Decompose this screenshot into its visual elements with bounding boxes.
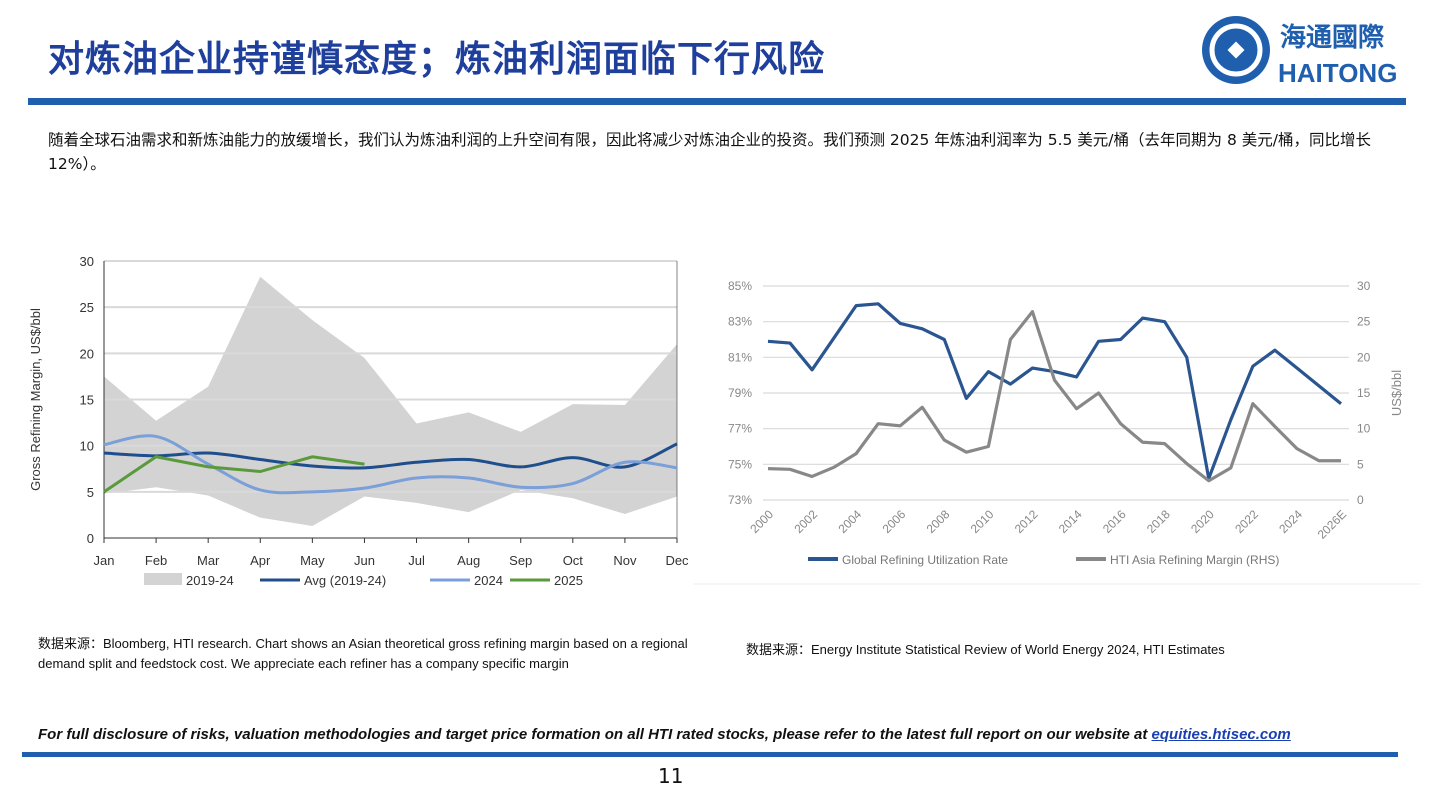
series-line-utilization (767, 302, 1343, 481)
y-tick-label: 25 (80, 300, 94, 315)
x-tick-label: Jul (408, 553, 425, 568)
x-tick-label: Aug (457, 553, 480, 568)
y-tick-label: 81% (728, 350, 752, 364)
y2-tick-label: 30 (1357, 279, 1371, 293)
x-tick-label: 2002 (791, 507, 820, 536)
y2-tick-label: 15 (1357, 386, 1371, 400)
header-divider (28, 98, 1406, 105)
series-line-2024 (103, 434, 678, 495)
intro-text: 随着全球石油需求和新炼油能力的放缓增长，我们认为炼油利润的上升空间有限，因此将减… (48, 131, 1371, 173)
x-tick-label: 2010 (968, 507, 997, 536)
x-tick-label: 2014 (1056, 507, 1085, 536)
y-tick-label: 77% (728, 422, 752, 436)
y-tick-label: 79% (728, 386, 752, 400)
logo-cn: 海通國際 (1280, 22, 1384, 52)
x-tick-label: Nov (613, 553, 637, 568)
y-tick-label: 75% (728, 457, 752, 471)
x-tick-label: Jan (94, 553, 115, 568)
y2-tick-label: 0 (1357, 493, 1364, 507)
footer-divider (22, 752, 1398, 757)
haitong-logo: 海通國際 HAITONG (1198, 12, 1418, 88)
logo-en: HAITONG (1278, 58, 1397, 88)
x-tick-label: May (300, 553, 325, 568)
band-2019-24 (104, 276, 677, 526)
series-line-avg-2019-24- (103, 442, 678, 470)
y2-tick-label: 5 (1357, 457, 1364, 471)
y-tick-label: 85% (728, 279, 752, 293)
legend-label: 2019-24 (186, 573, 234, 588)
x-tick-label: 2024 (1276, 507, 1305, 536)
x-tick-label: 2018 (1144, 507, 1173, 536)
legend-label: HTI Asia Refining Margin (RHS) (1110, 553, 1279, 567)
legend-label: 2024 (474, 573, 503, 588)
website-link[interactable]: equities.htisec.com (1151, 726, 1291, 743)
x-tick-label: Dec (665, 553, 689, 568)
y2-tick-label: 10 (1357, 422, 1371, 436)
y-tick-label: 15 (80, 393, 94, 408)
legend-swatch-band (144, 573, 182, 585)
y-tick-label: 10 (80, 439, 94, 454)
y2-axis-label: US$/bbl (1389, 370, 1404, 416)
x-tick-label: 2020 (1188, 507, 1217, 536)
series-line-asia-margin (767, 310, 1341, 483)
x-tick-label: Feb (145, 553, 167, 568)
legend-label: 2025 (554, 573, 583, 588)
utilization-chart: 73% 75% 77% 79% 81% 83% 85% 0 5 10 15 20 25 30 US$/bbl… (693, 279, 1420, 585)
x-tick-label: 2012 (1012, 507, 1041, 536)
x-tick-label: Mar (197, 553, 220, 568)
x-tick-label: Jun (354, 553, 375, 568)
x-tick-label: 2022 (1232, 507, 1261, 536)
y-tick-label: 83% (728, 315, 752, 329)
x-tick-label: 2004 (835, 507, 864, 536)
y-axis-label: Gross Refining Margin, US$/bbl (28, 308, 43, 491)
disclaimer-text: For full disclosure of risks, valuation … (38, 726, 1152, 743)
x-tick-label: Oct (563, 553, 584, 568)
x-tick-label: 2008 (924, 507, 953, 536)
x-tick-label: 2016 (1100, 507, 1129, 536)
source-left: 数据来源：Bloomberg, HTI research. Chart show… (38, 636, 688, 671)
disclaimer: For full disclosure of risks, valuation … (38, 726, 1291, 744)
y2-tick-label: 20 (1357, 350, 1371, 364)
y-tick-label: 5 (87, 485, 94, 500)
page-title: 对炼油企业持谨慎态度；炼油利润面临下行风险 (48, 39, 826, 80)
y-tick-label: 73% (728, 493, 752, 507)
source-right: 数据来源：Energy Institute Statistical Review… (746, 642, 1225, 657)
series-line-2025 (103, 455, 365, 494)
x-tick-label: 2006 (880, 507, 909, 536)
legend-label: Global Refining Utilization Rate (842, 553, 1008, 567)
y-tick-label: 30 (80, 254, 94, 269)
legend-label: Avg (2019-24) (304, 573, 386, 588)
x-tick-label: Sep (509, 553, 532, 568)
y-tick-label: 20 (80, 346, 94, 361)
x-tick-label: 2026E (1315, 507, 1349, 541)
y2-tick-label: 25 (1357, 315, 1371, 329)
x-tick-label: 2000 (747, 507, 776, 536)
page-number: 11 (658, 764, 684, 788)
y-tick-label: 0 (87, 531, 94, 546)
x-tick-label: Apr (250, 553, 271, 568)
